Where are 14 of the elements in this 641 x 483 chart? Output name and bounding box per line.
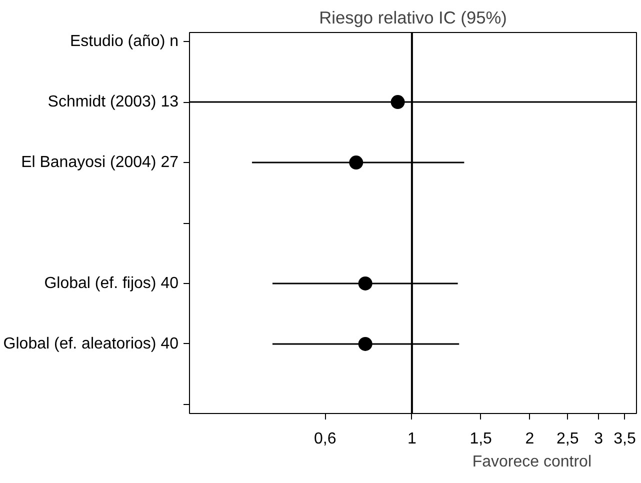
y-tick-label: Global (ef. aleatorios) 40 <box>3 335 179 352</box>
x-tick-label: 1,5 <box>470 430 492 448</box>
chart-title: Riesgo relativo IC (95%) <box>319 8 507 28</box>
y-tick-label: Global (ef. fijos) 40 <box>44 274 179 292</box>
x-tick-label: 3 <box>594 430 604 448</box>
y-tick-label: El Banayosi (2004) 27 <box>21 154 179 172</box>
x-tick-label: 3,5 <box>614 430 636 448</box>
x-tick-label: 1 <box>407 430 416 448</box>
x-tick-label: 2,5 <box>556 430 579 448</box>
y-tick-label: Estudio (año) n <box>70 33 179 50</box>
text: Favorece control <box>472 454 592 470</box>
x-tick-label: 0,6 <box>314 430 336 448</box>
y-tick-label: Schmidt (2003) 13 <box>48 94 179 111</box>
x-tick-label: 2 <box>525 430 534 448</box>
